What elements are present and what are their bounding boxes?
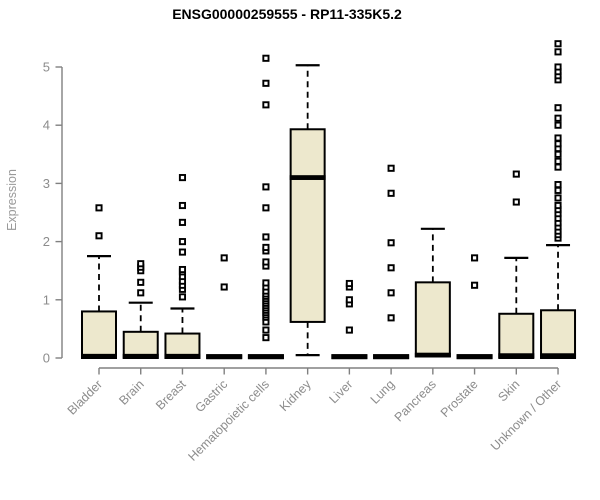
outlier-point [554, 40, 562, 48]
outlier-point [471, 254, 479, 262]
outlier-point [554, 48, 562, 56]
outlier-point [345, 279, 353, 288]
y-tick-label: 4 [43, 118, 50, 133]
outlier-point [262, 258, 270, 266]
y-tick-label: 5 [43, 60, 50, 75]
outlier-point [387, 189, 395, 197]
median-line [456, 354, 493, 360]
box [122, 330, 159, 359]
x-tick-label: Liver [326, 377, 355, 406]
outlier-point [554, 121, 562, 129]
outlier-point [554, 134, 562, 142]
outlier-point [178, 238, 187, 246]
median-line [373, 354, 410, 360]
outlier-point [345, 296, 353, 304]
outlier-point [345, 326, 353, 334]
x-tick-label: Hematopoietic cells [185, 377, 272, 464]
median-line [331, 354, 368, 360]
outlier-point [512, 198, 520, 206]
outlier-point [220, 283, 228, 291]
outlier-point [178, 174, 187, 182]
outlier-point [554, 114, 562, 122]
outlier-point [262, 183, 270, 191]
outlier-point [262, 79, 270, 87]
x-tick-label: Lung [368, 377, 398, 407]
box [289, 128, 326, 323]
outlier-point [387, 239, 395, 247]
outlier-point [178, 248, 187, 256]
outlier-point [178, 201, 187, 210]
y-tick-label: 1 [43, 292, 50, 307]
outlier-point [554, 157, 562, 165]
x-tick-label: Gastric [192, 377, 230, 415]
y-axis-title: Expression [5, 169, 19, 231]
median-line [289, 175, 326, 180]
outlier-point [262, 326, 270, 334]
box [540, 309, 577, 359]
outlier-point [554, 63, 562, 71]
outlier-point [178, 293, 187, 301]
y-tick-label: 0 [43, 351, 50, 366]
outlier-point [554, 201, 562, 210]
outlier-point [512, 170, 520, 178]
chart-title: ENSG00000259555 - RP11-335K5.2 [172, 6, 402, 22]
outlier-point [178, 218, 187, 226]
x-tick-label: Pancreas [392, 377, 439, 424]
outlier-point [95, 204, 103, 212]
outlier-point [95, 232, 103, 240]
y-tick-label: 3 [43, 176, 50, 191]
outlier-point [262, 54, 270, 62]
median-line [414, 352, 451, 358]
outlier-point [554, 181, 562, 189]
outlier-point [137, 260, 145, 268]
outlier-point [262, 243, 270, 251]
outlier-point [178, 265, 187, 274]
box [414, 281, 451, 358]
outlier-point [554, 186, 562, 194]
box [81, 310, 117, 360]
x-tick-label: Bladder [65, 377, 105, 417]
outlier-point [387, 264, 395, 272]
outlier-point [262, 204, 270, 212]
x-tick-label: Kidney [277, 377, 314, 414]
y-tick-label: 2 [43, 234, 50, 249]
outlier-point [387, 289, 395, 297]
outlier-point [554, 104, 562, 112]
median-line [164, 353, 201, 359]
box [498, 312, 535, 360]
x-tick-label: Breast [153, 377, 189, 413]
outlier-point [220, 254, 228, 262]
outlier-point [137, 278, 145, 286]
outlier-point [554, 194, 562, 202]
x-tick-label: Skin [495, 377, 522, 404]
x-tick-label: Unknown / Other [488, 377, 564, 453]
outlier-point [262, 233, 270, 241]
median-line [540, 353, 577, 359]
outlier-point [262, 334, 270, 342]
outlier-point [387, 164, 395, 172]
outlier-point [137, 289, 145, 297]
median-line [81, 353, 117, 359]
median-line [206, 354, 243, 360]
median-line [498, 353, 535, 359]
x-tick-label: Brain [116, 377, 147, 408]
outlier-point [471, 281, 479, 289]
outlier-point [554, 150, 562, 158]
outlier-point [262, 279, 270, 287]
median-line [247, 354, 284, 360]
median-line [122, 353, 159, 359]
outlier-point [554, 163, 562, 171]
outlier-point [262, 101, 270, 109]
x-tick-label: Prostate [438, 377, 481, 420]
outlier-point [554, 140, 562, 148]
outlier-point [387, 314, 395, 322]
